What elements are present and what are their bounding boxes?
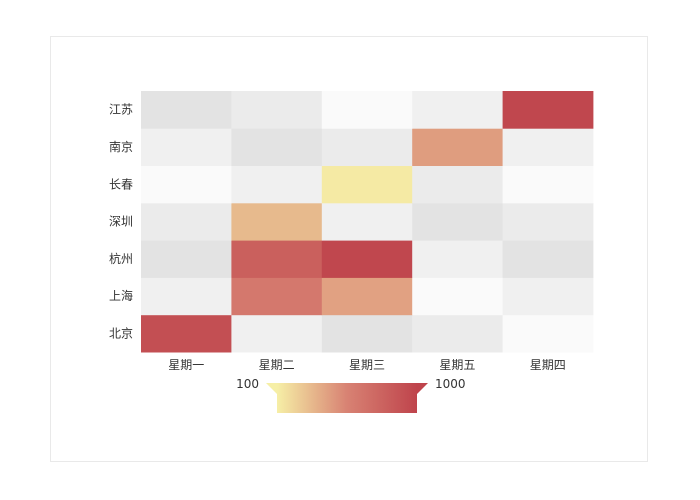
heatmap-cell-empty <box>141 128 232 166</box>
heatmap-cell-value <box>321 240 413 278</box>
visual-map-max-label: 1000 <box>435 377 466 391</box>
heatmap-cell-empty <box>231 314 323 353</box>
y-axis-tick-label: 深圳 <box>109 215 133 229</box>
visual-map-min-handle[interactable] <box>266 383 277 394</box>
heatmap-cell-empty <box>502 240 594 278</box>
heatmap-cell-empty <box>141 91 232 129</box>
heatmap-cell-value <box>231 202 323 241</box>
heatmap-cell-empty <box>412 277 503 316</box>
heatmap-cell-empty <box>502 128 594 166</box>
heatmap-cell-empty <box>141 165 232 204</box>
heatmap-cell-empty <box>412 202 503 241</box>
visual-map-legend[interactable]: 100 1000 <box>236 377 466 413</box>
heatmap-chart: 北京 上海 杭州 深圳 长春 南京 江苏 星期一 星期二 星期三 星期五 星期四 100 1000 <box>109 91 594 413</box>
y-axis-tick-label: 长春 <box>109 177 133 191</box>
y-axis-tick-label: 北京 <box>109 326 133 340</box>
x-axis-labels: 星期一 星期二 星期三 星期五 星期四 <box>168 358 566 372</box>
x-axis-tick-label: 星期二 <box>259 358 295 372</box>
heatmap-cell-value <box>502 91 594 129</box>
heatmap-cell-empty <box>321 128 413 166</box>
x-axis-tick-label: 星期一 <box>168 358 204 372</box>
heatmap-cell-value <box>412 128 503 166</box>
heatmap-cell-empty <box>231 165 323 204</box>
heatmap-cell-empty <box>321 314 413 353</box>
visual-map-max-handle[interactable] <box>417 383 428 394</box>
y-axis-tick-label: 江苏 <box>109 103 133 117</box>
heatmap-cells <box>141 91 594 353</box>
x-axis-tick-label: 星期三 <box>349 358 385 372</box>
y-axis-tick-label: 上海 <box>109 288 133 303</box>
x-axis-tick-label: 星期四 <box>530 358 566 372</box>
y-axis-tick-label: 南京 <box>109 139 133 154</box>
heatmap-cell-empty <box>141 202 232 241</box>
heatmap-cell-empty <box>502 277 594 316</box>
x-axis-tick-label: 星期五 <box>439 358 475 372</box>
y-axis-tick-label: 杭州 <box>109 251 133 266</box>
heatmap-cell-empty <box>231 128 323 166</box>
y-axis-labels: 北京 上海 杭州 深圳 长春 南京 江苏 <box>109 103 133 341</box>
heatmap-cell-empty <box>231 91 323 129</box>
heatmap-cell-empty <box>412 314 503 353</box>
heatmap-cell-empty <box>412 240 503 278</box>
heatmap-cell-value <box>141 314 232 353</box>
heatmap-cell-empty <box>412 91 503 129</box>
heatmap-cell-empty <box>502 314 594 353</box>
heatmap-cell-empty <box>141 240 232 278</box>
heatmap-cell-empty <box>502 165 594 204</box>
visual-map-gradient-bar[interactable] <box>277 383 417 413</box>
heatmap-cell-value <box>231 240 323 278</box>
heatmap-cell-empty <box>321 91 413 129</box>
visual-map-min-label: 100 <box>236 377 259 391</box>
heatmap-cell-value <box>321 165 413 204</box>
chart-card: 北京 上海 杭州 深圳 长春 南京 江苏 星期一 星期二 星期三 星期五 星期四 100 1000 <box>50 36 648 462</box>
heatmap-cell-empty <box>141 277 232 316</box>
heatmap-cell-empty <box>502 202 594 241</box>
heatmap-cell-value <box>321 277 413 316</box>
heatmap-cell-empty <box>321 202 413 241</box>
heatmap-cell-value <box>231 277 323 316</box>
heatmap-cell-empty <box>412 165 503 204</box>
